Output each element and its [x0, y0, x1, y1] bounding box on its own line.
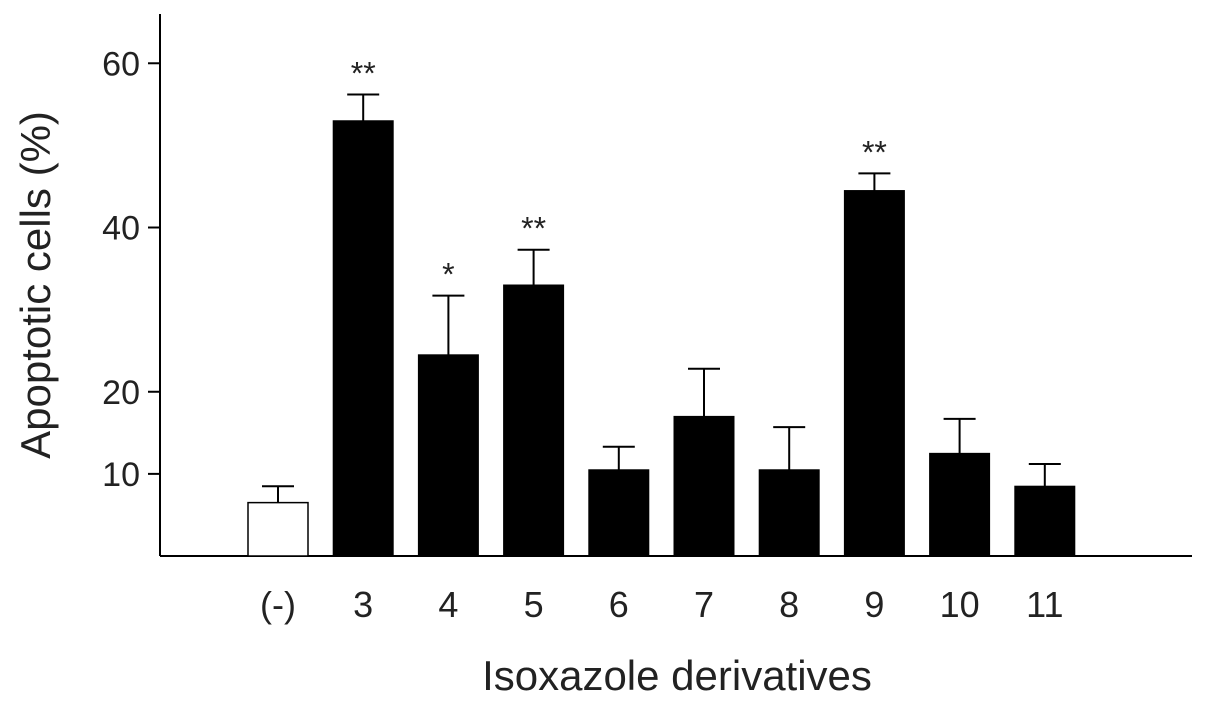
x-category-label: 4 [438, 584, 458, 625]
bar [247, 501, 309, 557]
x-category-label: 6 [609, 584, 629, 625]
bar [588, 469, 650, 557]
y-axis-title: Apoptotic cells (%) [12, 111, 59, 459]
x-category-label: 8 [779, 584, 799, 625]
x-category-label: 11 [1026, 584, 1063, 625]
y-tick-label: 10 [102, 456, 140, 494]
significance-label: ** [862, 134, 887, 170]
x-category-label: 9 [864, 584, 884, 625]
x-category-label: 3 [353, 584, 373, 625]
significance-label: ** [351, 55, 376, 91]
bar [758, 469, 820, 557]
significance-label: * [442, 257, 454, 293]
bars [247, 120, 1076, 557]
bar [843, 190, 905, 557]
y-ticks: 10 20 40 60 [102, 45, 160, 494]
x-axis-title: Isoxazole derivatives [482, 652, 872, 699]
bar [417, 354, 479, 557]
bar [332, 120, 394, 557]
x-category-labels: (-) 3 4 5 6 7 8 9 10 11 [260, 584, 1063, 625]
bar [929, 452, 991, 557]
x-category-label: (-) [260, 584, 296, 625]
significance-marks: ******* [351, 55, 887, 292]
error-bars [262, 93, 1061, 503]
x-category-label: 10 [940, 584, 980, 625]
x-category-label: 7 [694, 584, 714, 625]
bar [673, 415, 735, 557]
significance-label: ** [521, 211, 546, 247]
bar [1014, 485, 1076, 557]
y-tick-label: 40 [102, 210, 140, 248]
y-tick-label: 20 [102, 374, 140, 412]
bar [503, 284, 565, 557]
y-tick-label: 60 [102, 45, 140, 83]
x-category-label: 5 [524, 584, 544, 625]
